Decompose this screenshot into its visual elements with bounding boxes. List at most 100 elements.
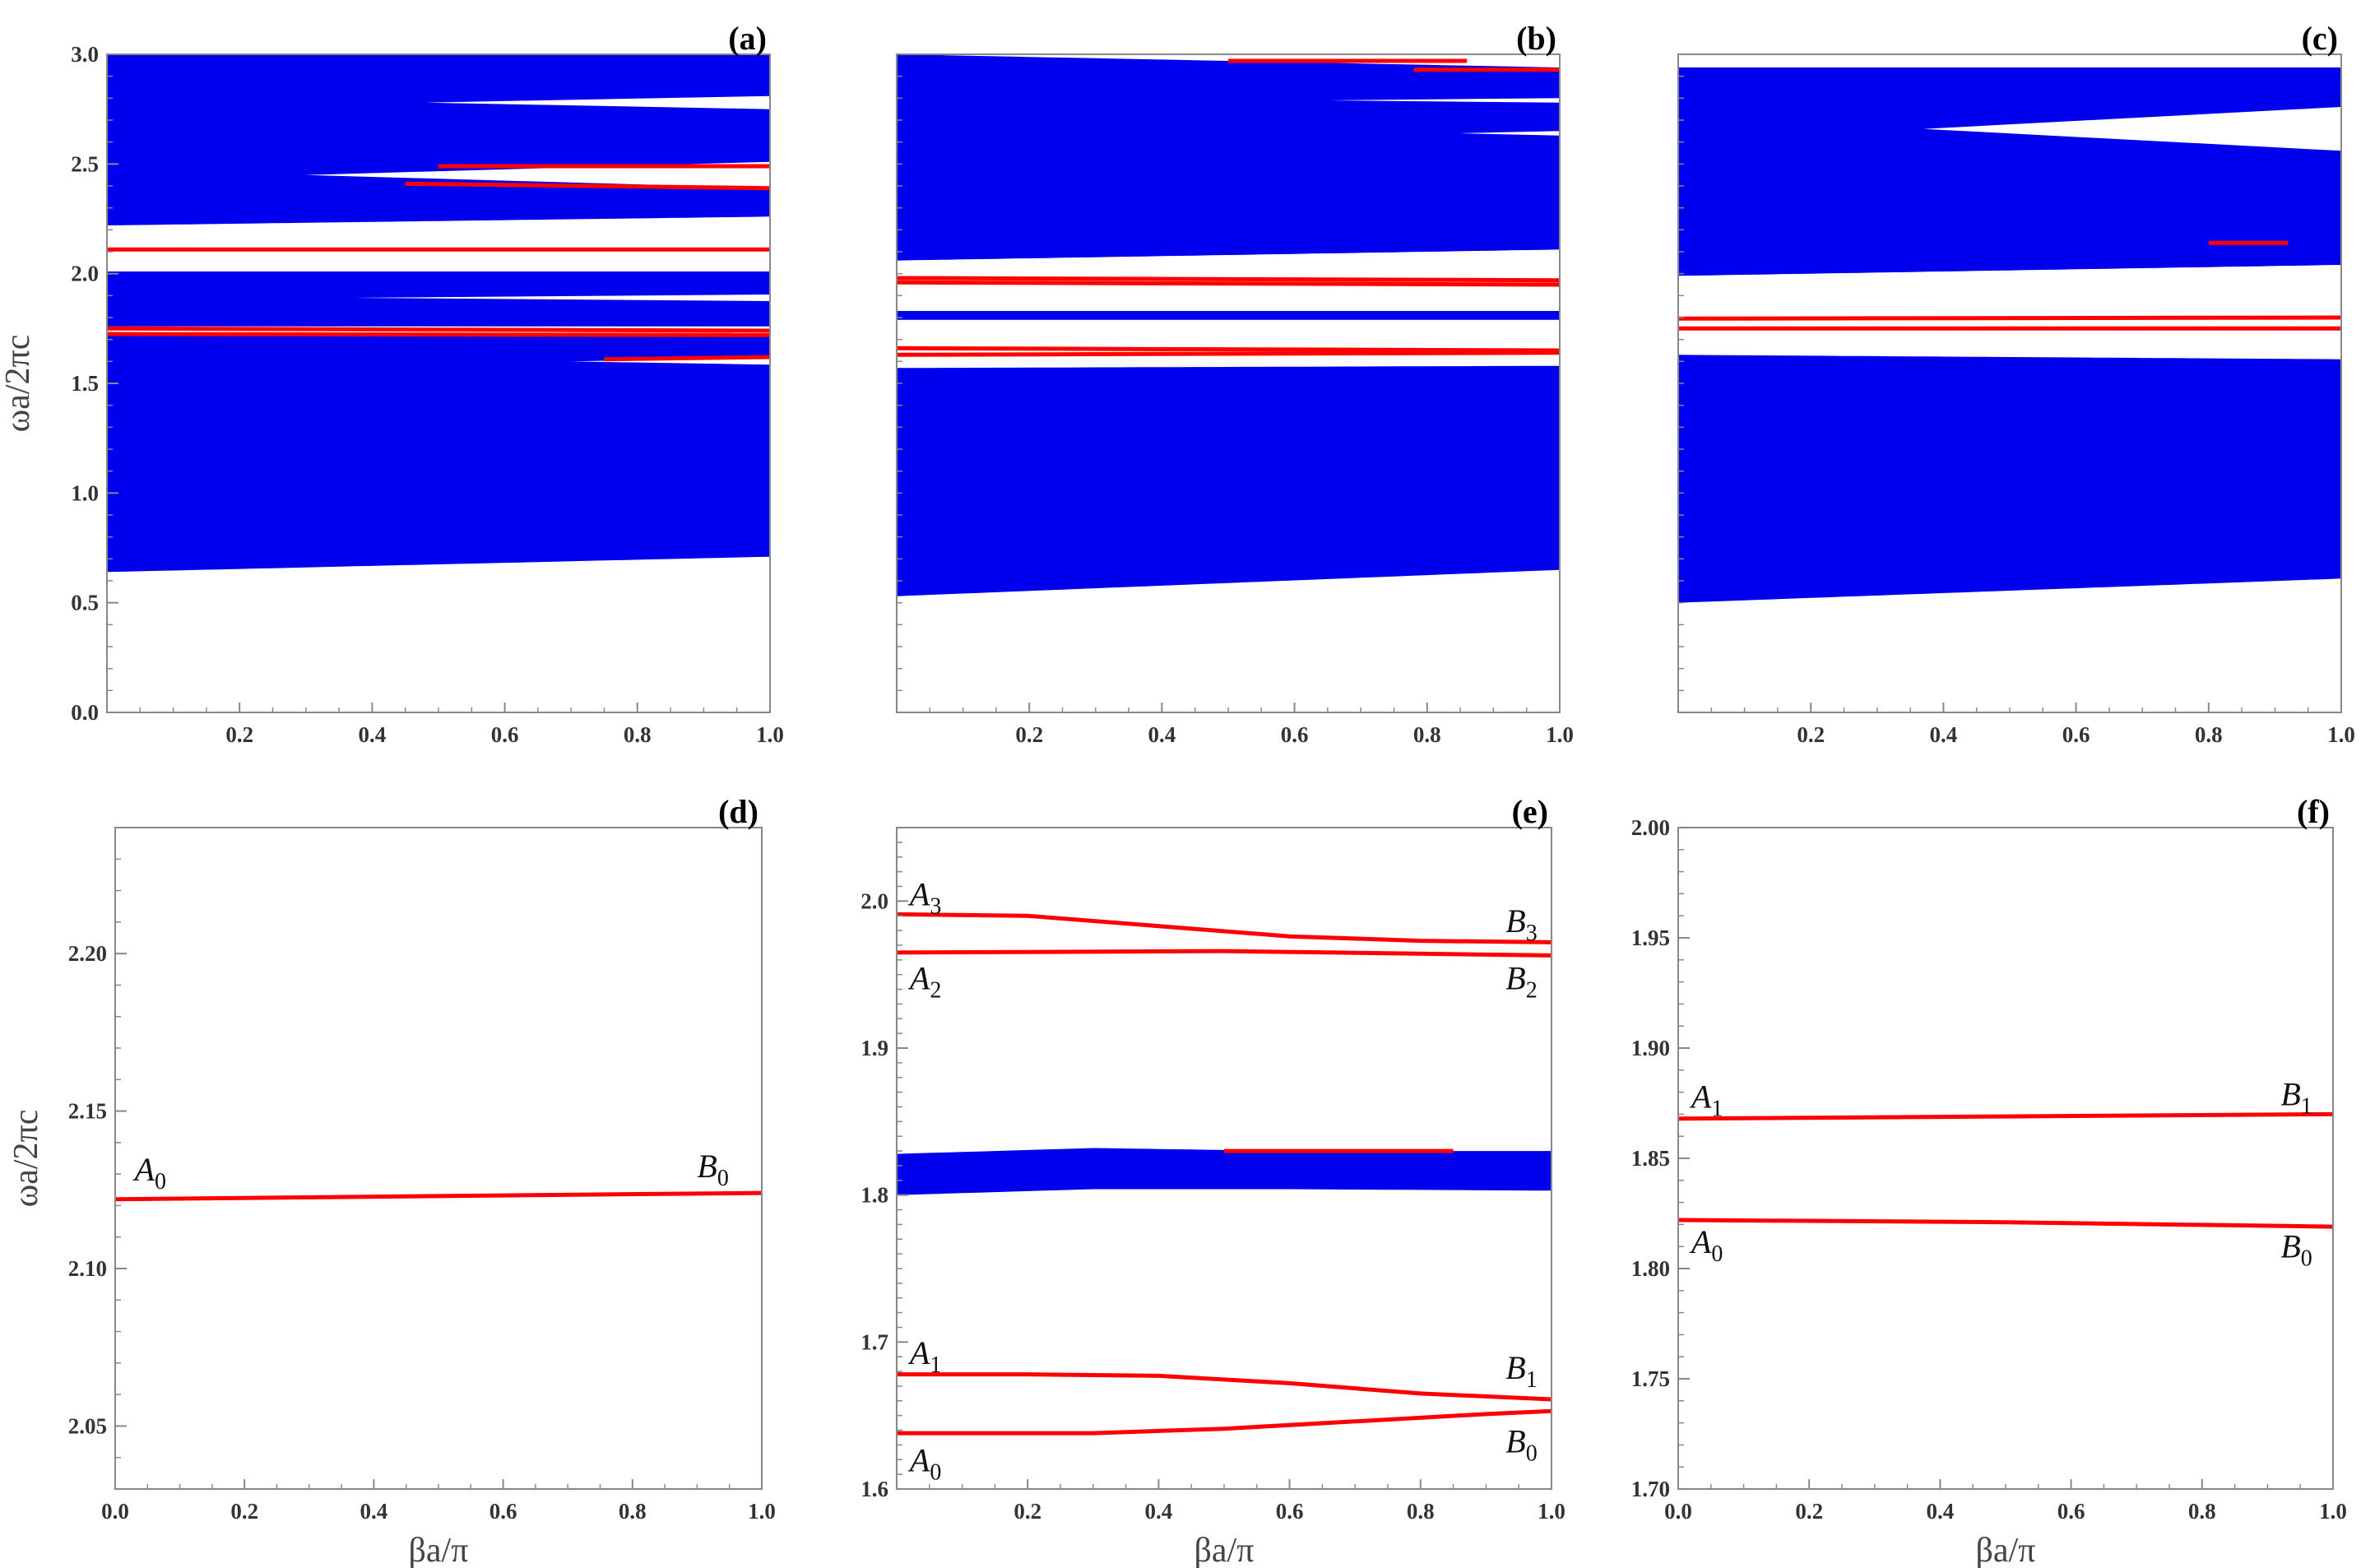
plot-area xyxy=(107,54,770,573)
allowed-band xyxy=(897,365,1560,596)
mode-label-a1: A1 xyxy=(907,1334,941,1378)
mode-curve xyxy=(1678,1218,2333,1229)
mode-curve xyxy=(115,1190,762,1202)
x-tick-label: 0.2 xyxy=(1014,1499,1041,1524)
y-axis-title: ωa/2πc xyxy=(7,1110,45,1208)
mode-label-b0: B0 xyxy=(1505,1422,1537,1466)
x-tick-label: 0.4 xyxy=(1930,722,1958,747)
mode-label-a0: A0 xyxy=(132,1151,166,1195)
x-tick-label: 1.0 xyxy=(2319,1499,2347,1524)
plot-frame xyxy=(1677,827,2334,1490)
mode-curve xyxy=(897,280,1560,287)
x-tick-label: 0.6 xyxy=(2057,1499,2085,1524)
plot-area xyxy=(897,912,1552,1436)
y-tick-label: 1.9 xyxy=(860,1036,888,1060)
y-tick-label: 1.8 xyxy=(860,1183,888,1208)
x-tick-label: 0.2 xyxy=(1795,1499,1823,1524)
panel-a: 0.2 0.4 0.6 0.8 1.0 0.0 0.5 1.0 1.5 2.0 2.5 3.0 (a) ω… xyxy=(0,20,784,747)
mode-curve xyxy=(897,1408,1552,1436)
mode-curve xyxy=(1678,1111,2333,1121)
x-axis-title: βa/π xyxy=(1194,1532,1255,1568)
x-tick-label: 0.8 xyxy=(1407,1499,1435,1524)
x-tick-label: 0.6 xyxy=(2062,722,2090,747)
y-tick-label: 1.70 xyxy=(1631,1477,1670,1501)
mode-curve xyxy=(897,949,1552,958)
mode-label-b1: B1 xyxy=(2280,1076,2312,1120)
panel-label: (e) xyxy=(1512,793,1548,830)
panel-label: (d) xyxy=(718,793,758,830)
y-tick-label: 1.80 xyxy=(1631,1256,1670,1281)
allowed-band xyxy=(107,54,770,225)
y-tick-label: 1.7 xyxy=(860,1329,888,1354)
x-tick-label: 0.8 xyxy=(2188,1499,2216,1524)
panel-label: (b) xyxy=(1516,20,1556,57)
allowed-band xyxy=(107,271,770,327)
x-tick-label: 0.0 xyxy=(1664,1499,1692,1524)
mode-label-a2: A2 xyxy=(907,960,941,1004)
x-tick-label: 0.4 xyxy=(360,1499,388,1524)
x-tick-label: 0.2 xyxy=(225,722,253,747)
x-axis-title: βa/π xyxy=(1976,1532,2036,1568)
panel-e: 0.2 0.4 0.6 0.8 1.0 1.6 1.7 1.8 1.9 2.0 (e) βa/π A3 A… xyxy=(860,793,1565,1568)
x-tick-label: 0.2 xyxy=(1797,722,1825,747)
mode-curve xyxy=(897,1372,1552,1402)
band-gap-sliver xyxy=(1460,131,1560,136)
x-tick-label: 1.0 xyxy=(756,722,784,747)
x-tick-label: 0.8 xyxy=(1413,722,1441,747)
mode-curve xyxy=(897,912,1552,944)
y-tick-label: 2.0 xyxy=(71,262,99,286)
mode-curve xyxy=(897,350,1560,357)
x-tick-label: 0.4 xyxy=(1927,1499,1955,1524)
mode-label-b3: B3 xyxy=(1505,902,1537,946)
x-tick-label: 1.0 xyxy=(1538,1499,1565,1524)
x-tick-label: 1.0 xyxy=(2327,722,2355,747)
y-tick-label: 2.20 xyxy=(68,941,107,966)
x-tick-label: 0.2 xyxy=(230,1499,258,1524)
x-tick-label: 0.8 xyxy=(619,1499,647,1524)
y-tick-label: 2.0 xyxy=(860,888,888,913)
y-tick-label: 2.05 xyxy=(68,1413,107,1438)
mode-label-a1: A1 xyxy=(1689,1078,1723,1121)
y-tick-label: 1.0 xyxy=(71,480,99,505)
mode-curve xyxy=(405,181,770,191)
y-axis-title: ωa/2πc xyxy=(0,335,37,433)
y-tick-label: 1.6 xyxy=(860,1477,888,1501)
panel-label: (a) xyxy=(728,20,767,57)
panel-c: 0.2 0.4 0.6 0.8 1.0 (c) xyxy=(1677,20,2355,747)
band-gap-sliver xyxy=(305,161,770,188)
panel-label: (f) xyxy=(2297,793,2330,830)
mode-label-a0: A0 xyxy=(1689,1223,1723,1267)
mode-label-a0: A0 xyxy=(907,1442,941,1486)
mode-label-b0: B0 xyxy=(2280,1228,2312,1272)
x-tick-label: 0.6 xyxy=(489,1499,517,1524)
mode-label-b1: B1 xyxy=(1505,1349,1537,1393)
allowed-band xyxy=(897,1148,1552,1195)
plot-area xyxy=(897,54,1560,596)
x-tick-label: 0.4 xyxy=(1145,1499,1173,1524)
x-tick-label: 0.6 xyxy=(491,722,519,747)
y-tick-label: 1.90 xyxy=(1631,1036,1670,1060)
mode-label-b0: B0 xyxy=(697,1148,728,1191)
x-tick-label: 0.4 xyxy=(359,722,387,747)
mode-curve xyxy=(897,346,1560,353)
x-tick-label: 0.8 xyxy=(2195,722,2223,747)
y-tick-label: 3.0 xyxy=(71,42,99,67)
plot-area xyxy=(1678,67,2341,603)
x-tick-label: 0.6 xyxy=(1276,1499,1304,1524)
y-tick-label: 1.85 xyxy=(1631,1146,1670,1171)
x-tick-label: 0.4 xyxy=(1148,722,1176,747)
mode-curve xyxy=(604,355,770,362)
x-tick-label: 0.0 xyxy=(101,1499,129,1524)
y-tick-label: 2.10 xyxy=(68,1256,107,1281)
mode-curve xyxy=(107,332,770,337)
y-tick-label: 2.00 xyxy=(1631,815,1670,840)
y-tick-label: 1.5 xyxy=(71,371,99,396)
mode-label-a3: A3 xyxy=(907,876,941,920)
x-tick-label: 0.8 xyxy=(624,722,652,747)
mode-curve xyxy=(897,276,1560,283)
panel-d: 0.0 0.2 0.4 0.6 0.8 1.0 2.05 2.10 2.15 2.20 (d) ωa/… xyxy=(7,793,776,1568)
allowed-band xyxy=(897,54,1560,261)
allowed-band xyxy=(897,311,1560,320)
band-gap-sliver xyxy=(424,95,770,109)
panel-label: (c) xyxy=(2302,20,2338,57)
